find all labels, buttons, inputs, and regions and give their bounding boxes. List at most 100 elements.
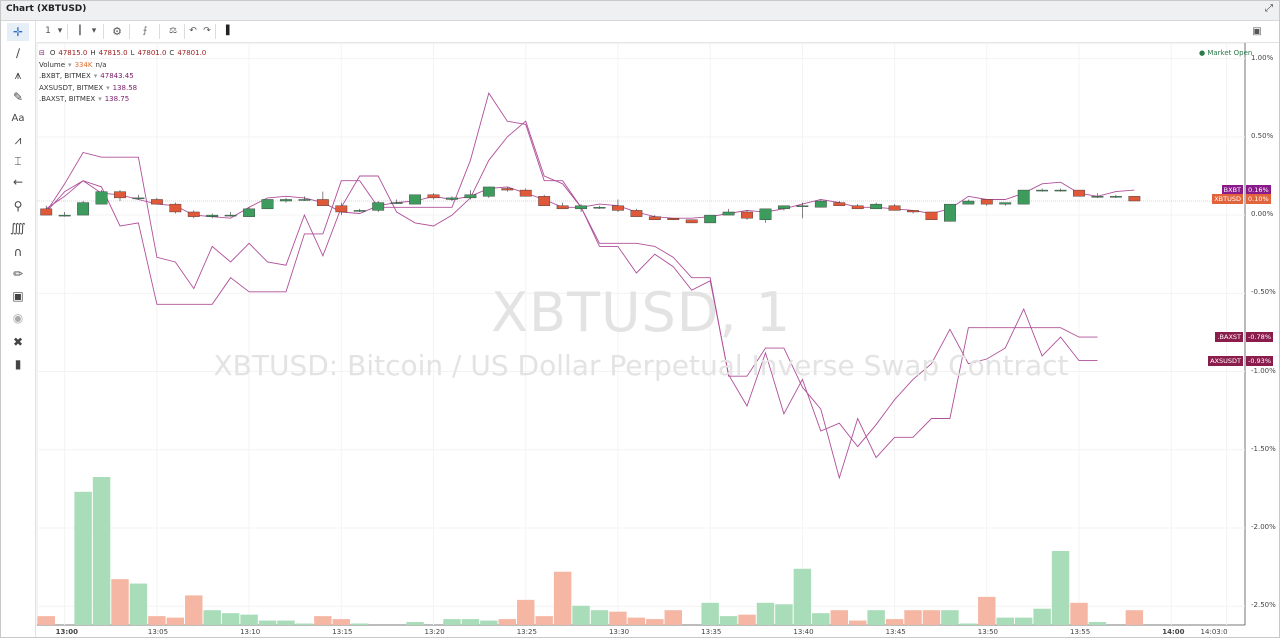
- volume-bar: [1070, 602, 1088, 625]
- candles-icon[interactable]: ┃: [77, 26, 83, 36]
- volume-value: 334K: [74, 60, 93, 69]
- redo-icon[interactable]: ↷: [203, 26, 211, 36]
- candle: [446, 197, 458, 200]
- candle: [943, 203, 956, 222]
- compare-icon[interactable]: ⚖: [168, 26, 178, 36]
- chart-legend: ⊟ O 47815.0 H 47815.0 L 47801.0 C 47801.0 Vo…: [39, 48, 206, 106]
- x-tick-label: 14:00: [1162, 628, 1185, 636]
- brush-icon[interactable]: ✎: [12, 90, 24, 104]
- settings-chevron-icon[interactable]: ▾: [98, 95, 102, 103]
- candle: [685, 219, 698, 224]
- candle: [1128, 196, 1141, 202]
- trendline-icon[interactable]: ∕: [15, 46, 21, 60]
- candle: [907, 210, 919, 213]
- interval-select[interactable]: 1: [45, 26, 51, 36]
- candle: [316, 199, 329, 206]
- volume-bar: [443, 619, 461, 625]
- ruler-icon[interactable]: ⨌: [10, 221, 26, 235]
- text-icon[interactable]: Aa: [11, 112, 25, 124]
- candle: [1073, 189, 1085, 197]
- volume-bar: [203, 610, 221, 625]
- candle: [630, 210, 643, 217]
- volume-row[interactable]: Volume ▾ 334K n/a: [39, 60, 206, 72]
- volume-bar: [738, 614, 756, 625]
- volume-bar: [517, 599, 535, 625]
- volume-bar: [941, 610, 959, 625]
- candle: [962, 200, 975, 205]
- candle: [778, 205, 790, 210]
- high-value: 47815.0: [98, 49, 128, 57]
- series-row-axsusdt[interactable]: AXSUSDT, BITMEX ▾ 138.58: [39, 83, 206, 95]
- candle: [833, 202, 846, 206]
- ohlc-row: ⊟ O 47815.0 H 47815.0 L 47801.0 C 47801.0: [39, 48, 206, 60]
- candle: [298, 199, 311, 201]
- settings-chevron-icon[interactable]: ▾: [93, 72, 98, 80]
- candle: [372, 202, 385, 211]
- settings-chevron-icon[interactable]: ▾: [106, 83, 110, 92]
- candle: [77, 202, 90, 216]
- x-tick-label: 13:35: [701, 628, 722, 636]
- magnet-icon[interactable]: ∩: [13, 245, 23, 259]
- candle: [648, 216, 661, 220]
- arrow-icon[interactable]: ←: [12, 175, 24, 189]
- volume-bar: [129, 583, 148, 625]
- series-line-2: [45, 92, 1098, 480]
- volume-bar: [351, 623, 369, 625]
- bar-chart-icon[interactable]: ▐: [222, 26, 230, 36]
- series-row-baxst[interactable]: .BAXST, BITMEX ▾ 138.75: [39, 94, 206, 106]
- candle: [519, 189, 532, 197]
- style-dropdown-icon[interactable]: ▾: [91, 26, 97, 36]
- gear-icon[interactable]: ⚙: [112, 24, 122, 38]
- candle: [538, 196, 551, 206]
- close-value: 47801.0: [177, 49, 207, 57]
- camera-icon[interactable]: ▣: [1252, 25, 1262, 37]
- candle: [612, 205, 624, 211]
- pattern-icon[interactable]: ⩘: [14, 132, 22, 147]
- indicators-icon[interactable]: ⨍: [142, 26, 148, 36]
- candle: [556, 205, 569, 210]
- volume-bar: [1033, 608, 1051, 625]
- series-line-1: [45, 120, 1098, 448]
- zoom-icon[interactable]: ⚲: [13, 199, 23, 213]
- volume-bar: [221, 613, 240, 625]
- expand-icon[interactable]: ⤢: [1265, 3, 1273, 14]
- candle: [40, 208, 53, 216]
- price-tag-value: -0.93%: [1246, 355, 1273, 366]
- eye-icon[interactable]: ◉: [12, 311, 24, 325]
- tools-icon[interactable]: ✖: [12, 335, 24, 349]
- x-tick-label: 13:50: [977, 628, 998, 636]
- pencil-lock-icon[interactable]: ✏: [12, 267, 24, 281]
- x-tick-label: 13:15: [332, 628, 353, 636]
- volume-bar: [609, 611, 627, 625]
- chevron-down-icon[interactable]: ▾: [57, 26, 63, 36]
- lock-icon[interactable]: ▣: [12, 289, 24, 303]
- volume-bar: [830, 610, 848, 625]
- measure-icon[interactable]: ⌶: [14, 153, 22, 168]
- price-tag-label: XBTUSD: [1212, 194, 1243, 205]
- crosshair-icon[interactable]: ✛: [7, 23, 29, 41]
- volume-bar: [848, 620, 867, 625]
- candle: [114, 191, 126, 199]
- undo-icon[interactable]: ↶: [189, 26, 197, 36]
- candle: [464, 194, 477, 199]
- candle: [280, 199, 292, 202]
- volume-bar: [627, 617, 646, 625]
- x-tick-label: 13:45: [885, 628, 906, 636]
- y-tick-label: -0.50%: [1251, 288, 1276, 297]
- series-row-bxbt[interactable]: .BXBT, BITMEX ▾ 47843.45: [39, 71, 206, 83]
- volume-bar: [885, 619, 904, 625]
- candle: [224, 214, 237, 217]
- volume-bar: [756, 602, 775, 625]
- trash-icon[interactable]: ▮: [14, 357, 22, 371]
- x-tick-label: 13:55: [1070, 628, 1091, 636]
- pitchfork-icon[interactable]: ⩚: [14, 67, 22, 82]
- candle: [1036, 189, 1049, 192]
- candle: [58, 214, 71, 217]
- price-tag-label: BXBT: [1221, 185, 1243, 196]
- candle: [980, 199, 993, 205]
- candle: [796, 205, 809, 207]
- candle: [353, 210, 366, 212]
- settings-chevron-icon[interactable]: ▾: [68, 60, 72, 69]
- collapse-icon[interactable]: ⊟: [39, 49, 45, 57]
